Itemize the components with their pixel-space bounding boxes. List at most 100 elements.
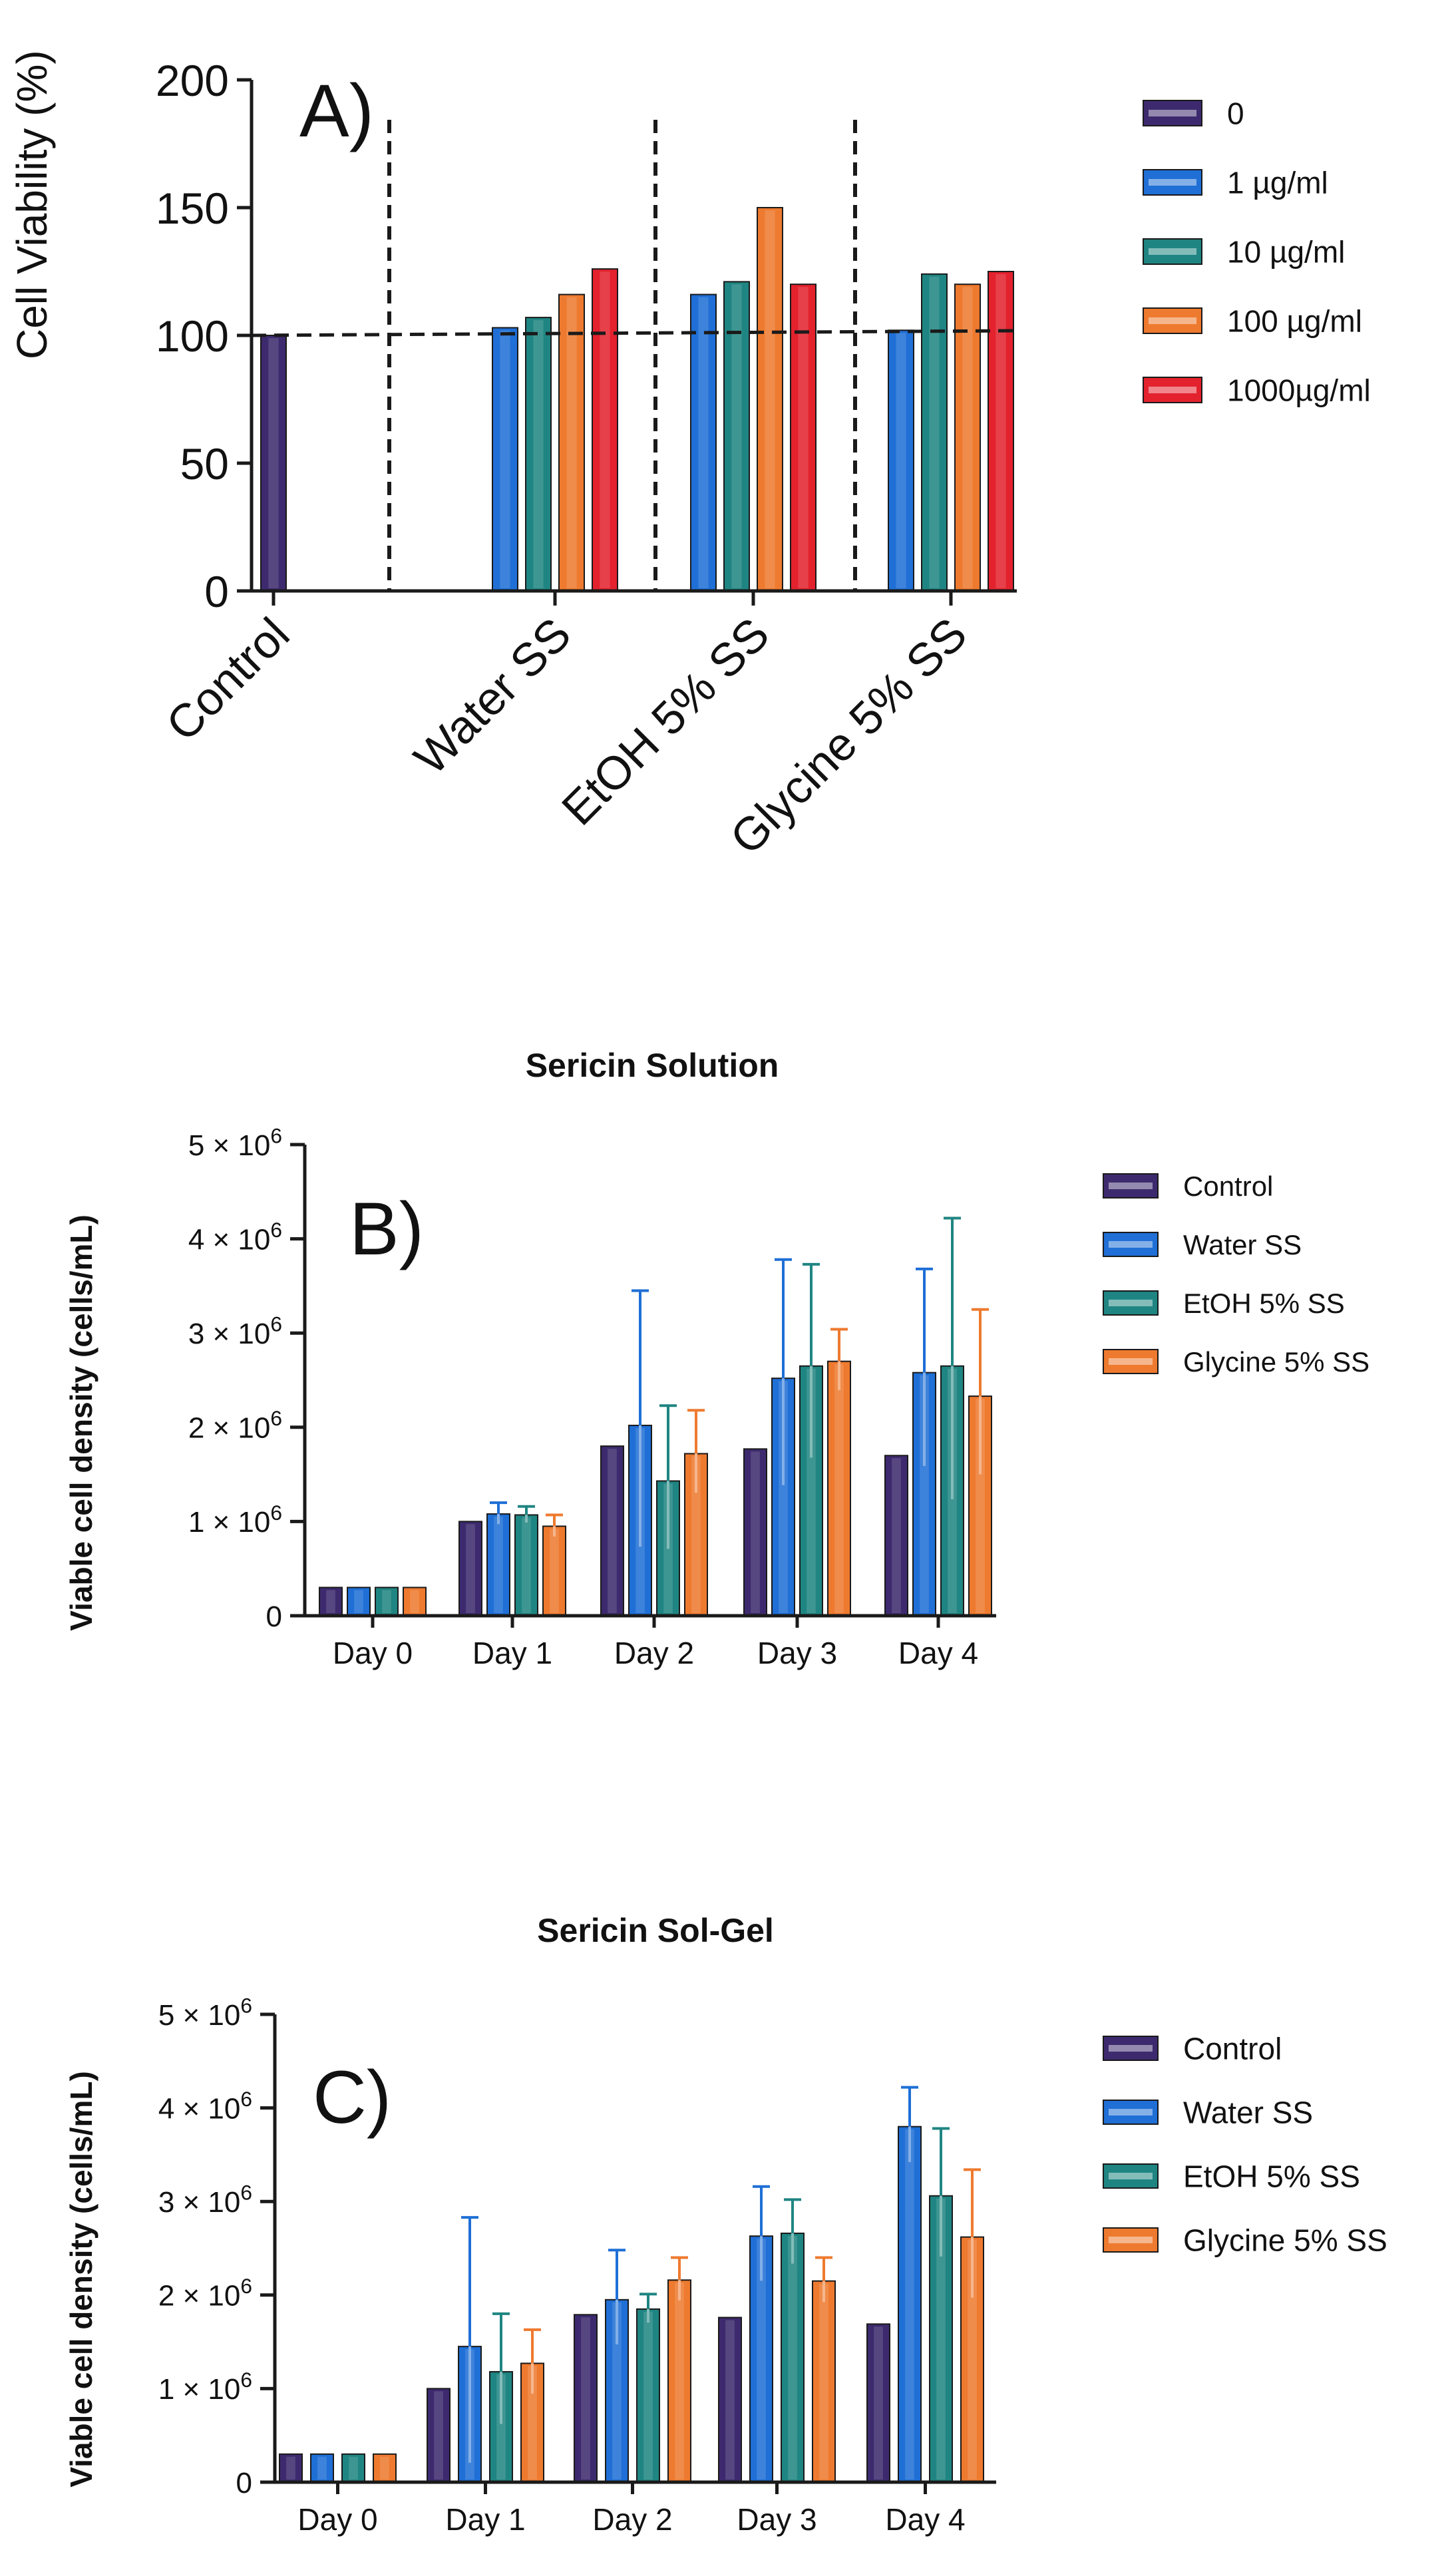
y-tick-label: 5 × 106	[158, 1993, 252, 2031]
legend-label: 1 µg/ml	[1227, 166, 1328, 200]
bar-highlight	[581, 2317, 590, 2480]
bar-highlight	[354, 1590, 363, 1613]
legend-label: EtOH 5% SS	[1183, 2159, 1360, 2194]
bar-highlight	[317, 2456, 327, 2480]
legend-swatch-highlight	[1109, 2237, 1153, 2243]
bar-highlight	[874, 2326, 883, 2480]
y-tick-label: 150	[156, 184, 229, 233]
y-tick-label: 5 × 106	[188, 1123, 282, 1161]
legend-swatch-highlight	[1149, 110, 1196, 116]
y-tick-label: 4 × 106	[188, 1218, 282, 1256]
bar-highlight	[608, 1449, 617, 1613]
bar-highlight	[976, 1399, 985, 1613]
y-tick-label: 200	[156, 56, 229, 105]
bar-highlight	[936, 2198, 946, 2480]
panel-a-y-axis-label: Cell Viability (%)	[8, 50, 56, 359]
bar-highlight	[807, 1368, 816, 1613]
legend-swatch-highlight	[1109, 1241, 1153, 1248]
legend-swatch-highlight	[1149, 248, 1196, 255]
bar-highlight	[286, 2456, 295, 2480]
bar-highlight	[410, 1590, 419, 1613]
bar-highlight	[382, 1590, 391, 1613]
bar-highlight	[905, 2129, 914, 2480]
bar-highlight	[896, 333, 906, 588]
bar-highlight	[968, 2239, 977, 2480]
bar-highlight	[612, 2302, 622, 2480]
bar-highlight	[643, 2311, 653, 2480]
bar-highlight	[765, 210, 775, 588]
legend-label: Water SS	[1183, 1229, 1302, 1260]
legend-label: EtOH 5% SS	[1183, 1288, 1345, 1319]
bar-highlight	[698, 297, 709, 588]
panel-c-label: C)	[313, 2056, 391, 2139]
legend-swatch-highlight	[1149, 317, 1196, 324]
bar-highlight	[892, 1458, 901, 1613]
panel-a-label: A)	[299, 69, 374, 152]
bar-highlight	[929, 276, 940, 588]
legend-swatch-highlight	[1149, 179, 1196, 186]
y-tick-label: 0	[236, 2467, 252, 2499]
bar-highlight	[326, 1590, 335, 1613]
bar-highlight	[522, 1517, 531, 1613]
bar-highlight	[798, 287, 809, 588]
bar-highlight	[566, 297, 577, 588]
bar-highlight	[600, 272, 610, 588]
y-tick-label: 50	[180, 439, 229, 488]
panel-b-label: B)	[349, 1187, 424, 1270]
bar-highlight	[533, 320, 544, 588]
y-tick-label: 1 × 106	[158, 2368, 252, 2406]
legend-swatch-highlight	[1109, 1358, 1153, 1365]
y-tick-label: 3 × 106	[158, 2181, 252, 2219]
legend-label: Control	[1183, 1171, 1273, 1202]
panel-b-title: Sericin Solution	[526, 1047, 779, 1084]
y-tick-label: 2 × 106	[188, 1406, 282, 1444]
x-tick-label: Day 0	[297, 2502, 377, 2537]
x-tick-label: Day 2	[614, 1636, 694, 1670]
legend-swatch-highlight	[1109, 1183, 1153, 1189]
bar-highlight	[349, 2456, 358, 2480]
bar-highlight	[819, 2283, 828, 2480]
bar-highlight	[494, 1517, 503, 1613]
bar-highlight	[731, 284, 742, 588]
bar-highlight	[434, 2391, 443, 2480]
bar-highlight	[834, 1364, 844, 1613]
y-tick-label: 1 × 106	[188, 1501, 282, 1539]
y-tick-label: 100	[156, 311, 229, 361]
legend-swatch-highlight	[1109, 2173, 1153, 2179]
bar-highlight	[380, 2456, 389, 2480]
panel-c-chart: Sericin Sol-Gel Viable cell density (cel…	[64, 1912, 1387, 2537]
legend-label: Water SS	[1183, 2096, 1313, 2130]
bar-highlight	[496, 2374, 506, 2480]
bar-highlight	[920, 1375, 929, 1613]
bar-highlight	[675, 2283, 684, 2480]
panel-c-y-axis-label: Viable cell density (cells/mL)	[64, 2071, 98, 2487]
bar-highlight	[725, 2320, 735, 2480]
x-tick-label: Day 1	[472, 1636, 552, 1670]
legend-label: Glycine 5% SS	[1183, 2223, 1387, 2258]
legend-swatch-highlight	[1149, 387, 1196, 393]
bar-highlight	[528, 2366, 537, 2480]
bar-highlight	[268, 338, 279, 588]
y-tick-label: 3 × 106	[188, 1312, 282, 1350]
bar-highlight	[691, 1456, 701, 1613]
x-tick-label: Day 3	[737, 2502, 817, 2537]
panel-b-y-axis-label: Viable cell density (cells/mL)	[64, 1214, 98, 1631]
reference-line-100	[251, 329, 1017, 337]
panel-c-title: Sericin Sol-Gel	[537, 1912, 774, 1949]
bar-highlight	[466, 1524, 475, 1613]
bar-highlight	[550, 1529, 559, 1613]
x-tick-label: Day 4	[898, 1636, 978, 1670]
x-tick-label: Control	[156, 608, 299, 751]
x-tick-label: Day 1	[445, 2502, 525, 2537]
legend-swatch-highlight	[1109, 2045, 1153, 2052]
x-tick-label: Day 2	[592, 2502, 672, 2537]
bar-highlight	[962, 287, 973, 588]
legend-swatch-highlight	[1109, 2109, 1153, 2116]
bar-highlight	[500, 330, 510, 588]
y-tick-label: 2 × 106	[158, 2274, 252, 2312]
y-tick-label: 4 × 106	[158, 2087, 252, 2125]
legend-label: 1000µg/ml	[1227, 373, 1371, 408]
legend-label: 0	[1227, 96, 1244, 131]
bar-highlight	[751, 1451, 760, 1613]
